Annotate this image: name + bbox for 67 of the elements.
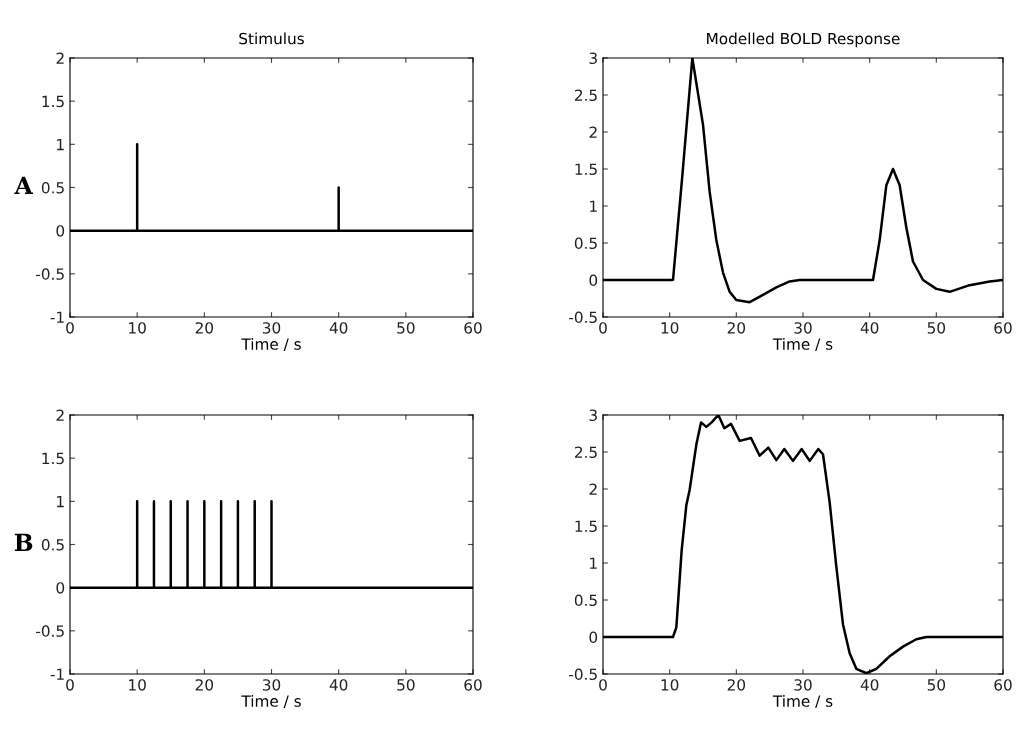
x-tick-label: 10 [129,322,146,334]
x-tick-label: 60 [464,322,482,334]
x-tick-label: 0 [66,679,74,691]
x-tick-label: 20 [727,679,746,691]
x-tick-label: 20 [195,679,214,691]
y-tick-label: -0.5 [569,311,597,324]
y-tick-label: -0.5 [569,668,597,681]
y-tick-label: -0.5 [36,625,64,637]
y-tick-label: 0.5 [574,237,597,250]
y-tick-label: 0.5 [41,538,64,551]
x-tick-label: 10 [129,679,146,691]
x-tick-label: 0 [66,322,74,334]
y-tick-label: 0 [589,631,598,644]
x-tick-label: 30 [262,679,281,691]
y-tick-label: 3 [589,409,597,422]
x-tick-label: 40 [329,679,348,691]
y-tick-label: 3 [589,52,597,65]
y-tick-label: 0 [589,274,598,287]
y-tick-label: 0.5 [41,181,64,194]
text: B [14,533,33,552]
y-tick-label: 2 [589,483,597,495]
x-axis-title: Time / s [772,695,833,709]
y-tick-label: 2 [589,126,597,138]
y-tick-label: 0 [56,225,65,237]
x-axis-title: Time / s [772,338,833,352]
y-tick-label: 1 [57,139,64,151]
text: A [14,176,34,195]
y-tick-label: 1.5 [575,520,597,533]
y-tick-label: 0 [56,582,65,594]
x-tick-label: 40 [860,679,879,691]
y-tick-label: 1.5 [575,163,597,176]
x-tick-label: 50 [927,679,946,691]
x-tick-label: 50 [397,679,415,691]
x-tick-label: 40 [860,322,879,334]
y-tick-label: -0.5 [36,268,64,280]
y-tick-label: 2 [56,409,64,421]
x-tick-label: 60 [994,679,1012,691]
x-tick-label: 20 [195,322,214,334]
x-tick-label: 10 [661,679,679,691]
y-tick-label: 2 [56,52,64,64]
x-tick-label: 50 [397,322,415,334]
line-series [603,415,1003,674]
x-tick-label: 0 [599,679,607,691]
x-axis-title: Time / s [241,338,301,352]
x-tick-label: 60 [994,322,1012,334]
x-axis-title: Time / s [241,695,301,709]
x-tick-label: 30 [794,322,812,334]
y-tick-label: 2.5 [574,89,597,102]
y-tick-label: 1 [590,557,597,569]
y-tick-label: -1 [50,311,64,323]
chart-title: Stimulus [239,32,304,45]
x-tick-label: 60 [464,679,482,691]
y-tick-label: 1.5 [42,452,64,465]
chart-title: Modelled BOLD Response [707,32,900,48]
x-tick-label: 30 [262,322,281,334]
x-tick-label: 20 [727,322,746,334]
y-tick-label: 0.5 [574,594,597,607]
x-tick-label: 0 [599,322,607,334]
y-tick-label: 1 [57,496,64,508]
x-tick-label: 30 [794,679,812,691]
x-tick-label: 10 [661,322,679,334]
x-tick-label: 40 [329,322,348,334]
y-tick-label: -1 [50,668,64,680]
x-tick-label: 50 [927,322,946,334]
y-tick-label: 1 [590,200,597,212]
y-tick-label: 1.5 [42,95,64,108]
y-tick-label: 2.5 [574,446,597,459]
